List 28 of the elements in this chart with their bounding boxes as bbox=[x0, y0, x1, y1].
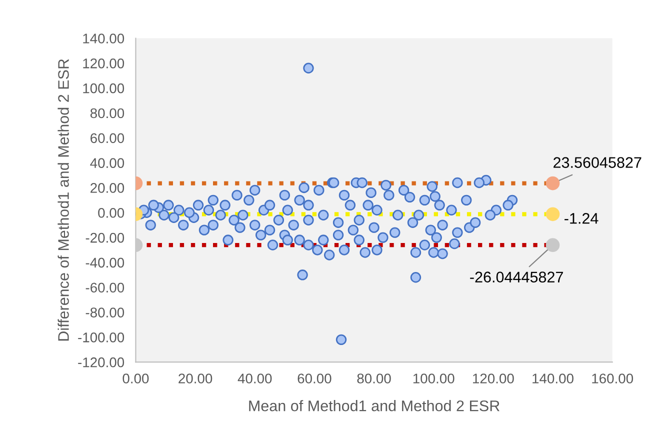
y-tick-label: 120.00 bbox=[83, 58, 124, 68]
y-tick-label: -60.00 bbox=[86, 282, 124, 293]
y-tick-label: 20.00 bbox=[90, 183, 124, 193]
data-label: -1.24 bbox=[564, 213, 598, 224]
data-label: -26.04445827 bbox=[470, 272, 563, 283]
y-tick-label: -20.00 bbox=[86, 232, 124, 243]
y-tick-label: 60.00 bbox=[90, 133, 124, 144]
y-tick-label: -120.00 bbox=[78, 357, 124, 368]
y-tick-label: 140.00 bbox=[83, 34, 124, 44]
x-tick-label: 20.00 bbox=[178, 374, 212, 384]
x-tick-label: 0.00 bbox=[122, 374, 149, 384]
x-tick-label: 160.00 bbox=[592, 374, 634, 384]
x-tick-label: 140.00 bbox=[532, 374, 574, 384]
y-axis-title: Difference of Method1 and Method 2 ESR bbox=[58, 59, 69, 341]
data-label: 23.56045827 bbox=[554, 157, 642, 168]
x-tick-label: 100.00 bbox=[413, 374, 454, 384]
y-tick-label: -40.00 bbox=[86, 258, 124, 268]
y-tick-label: 40.00 bbox=[90, 158, 124, 168]
x-tick-label: 40.00 bbox=[238, 374, 272, 384]
x-tick-label: 60.00 bbox=[298, 374, 332, 384]
y-tick-label: 100.00 bbox=[83, 83, 124, 94]
y-tick-label: 80.00 bbox=[90, 108, 124, 118]
x-tick-label: 80.00 bbox=[357, 374, 391, 384]
y-tick-label: 0.00 bbox=[98, 208, 124, 218]
x-tick-label: 120.00 bbox=[473, 374, 514, 384]
y-tick-label: -80.00 bbox=[86, 308, 124, 318]
x-axis-title: Mean of Method1 and Method 2 ESR bbox=[249, 400, 500, 412]
y-tick-label: -100.00 bbox=[78, 332, 124, 342]
